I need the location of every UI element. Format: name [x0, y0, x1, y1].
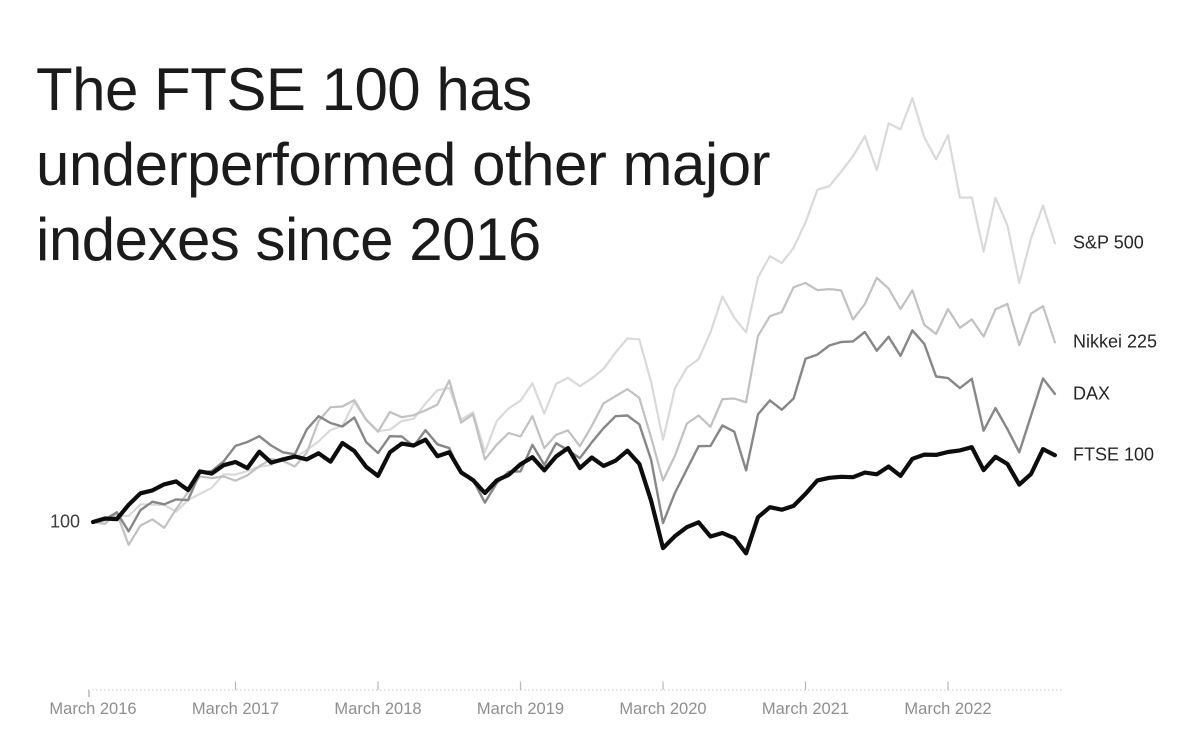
- series-label-nikkei-225: Nikkei 225: [1073, 331, 1158, 352]
- x-axis-tick-label: March 2020: [619, 700, 706, 718]
- series-line-dax: [91, 329, 1057, 533]
- x-axis-tick-label: March 2016: [49, 700, 136, 718]
- series-label-ftse-100: FTSE 100: [1073, 444, 1155, 465]
- series-label-dax: DAX: [1073, 383, 1111, 404]
- chart-title: The FTSE 100 has underperformed other ma…: [36, 52, 876, 277]
- title-line-3: indexes since 2016: [36, 206, 541, 274]
- x-axis-tick-label: March 2019: [477, 700, 564, 718]
- x-axis-tick-label: March 2021: [762, 700, 849, 718]
- title-line-1: The FTSE 100 has: [36, 56, 532, 124]
- series-line-s-p-500: [91, 96, 1057, 524]
- series-label-sp500: S&P 500: [1073, 232, 1144, 253]
- x-axis-tick-label: March 2022: [904, 700, 991, 718]
- series-line-ftse-100: [90, 437, 1058, 556]
- x-axis-tick-label: March 2017: [192, 700, 279, 718]
- y-axis-reference-label: 100: [49, 511, 80, 532]
- title-line-2: underperformed other major: [36, 131, 771, 199]
- x-axis-tick-label: March 2018: [334, 700, 421, 718]
- series-line-nikkei-225: [91, 276, 1057, 547]
